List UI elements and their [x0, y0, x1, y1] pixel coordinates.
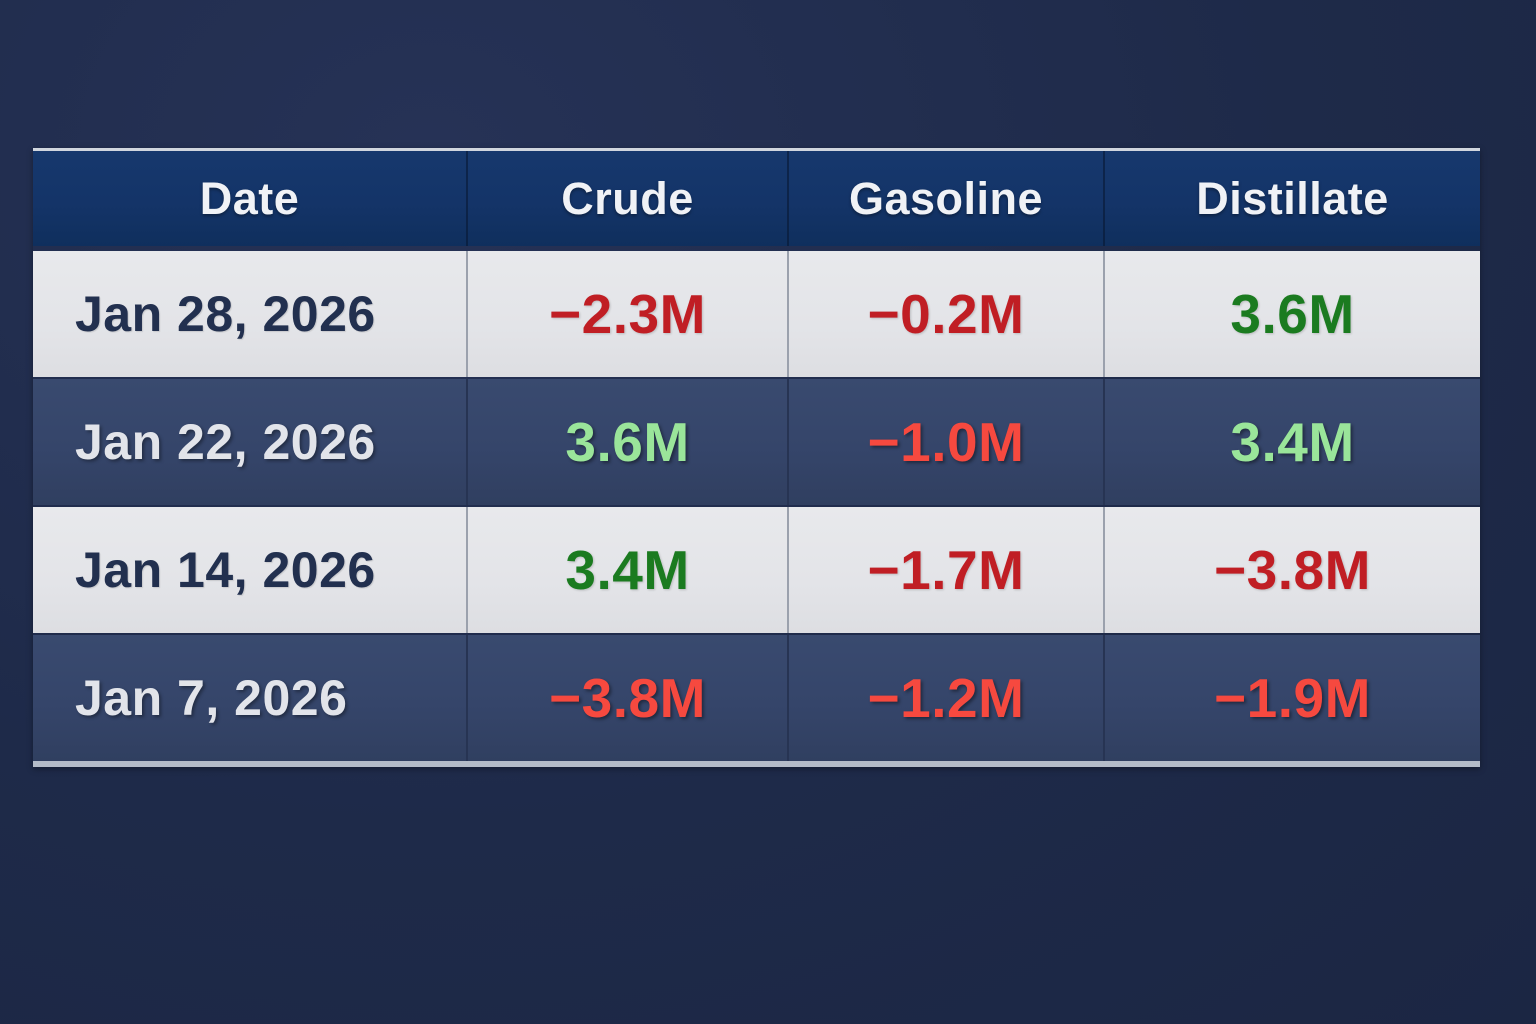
gasoline-value-cell: −1.7M	[787, 507, 1103, 633]
column-header-distillate: Distillate	[1103, 151, 1480, 246]
table-header-row: Date Crude Gasoline Distillate	[33, 151, 1480, 246]
date-cell: Jan 14, 2026	[75, 542, 376, 598]
date-cell: Jan 22, 2026	[75, 414, 376, 470]
table-row: Jan 7, 2026 −3.8M −1.2M −1.9M	[33, 635, 1480, 761]
distillate-value-cell: −1.9M	[1103, 635, 1480, 761]
table-row: Jan 28, 2026 −2.3M −0.2M 3.6M	[33, 251, 1480, 377]
crude-value-cell: −2.3M	[466, 251, 787, 377]
date-cell: Jan 28, 2026	[75, 286, 376, 342]
column-header-gasoline: Gasoline	[787, 151, 1103, 246]
column-header-crude: Crude	[466, 151, 787, 246]
crude-value-cell: 3.6M	[466, 379, 787, 505]
gasoline-value-cell: −1.2M	[787, 635, 1103, 761]
distillate-value-cell: 3.6M	[1103, 251, 1480, 377]
table-row: Jan 14, 2026 3.4M −1.7M −3.8M	[33, 507, 1480, 633]
crude-value-cell: −3.8M	[466, 635, 787, 761]
inventory-table: Date Crude Gasoline Distillate Jan 28, 2…	[33, 148, 1480, 767]
gasoline-value-cell: −0.2M	[787, 251, 1103, 377]
date-cell: Jan 7, 2026	[75, 670, 348, 726]
gasoline-value-cell: −1.0M	[787, 379, 1103, 505]
column-header-date: Date	[199, 172, 300, 224]
distillate-value-cell: 3.4M	[1103, 379, 1480, 505]
crude-value-cell: 3.4M	[466, 507, 787, 633]
distillate-value-cell: −3.8M	[1103, 507, 1480, 633]
table-row: Jan 22, 2026 3.6M −1.0M 3.4M	[33, 379, 1480, 505]
